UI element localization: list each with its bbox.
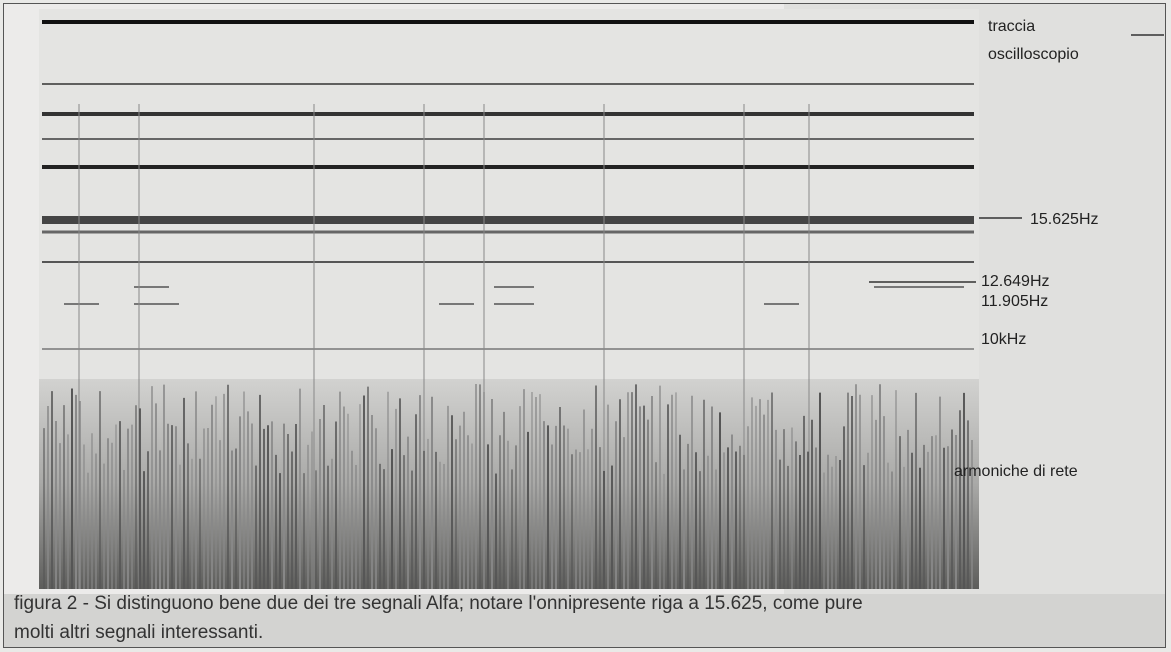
label: 12.649Hz: [981, 273, 1050, 290]
caption-line: figura 2 - Si distinguono bene due dei t…: [14, 593, 863, 614]
label: 15.625Hz: [1030, 211, 1099, 228]
figure-frame: traccia oscilloscopio 15.625Hz 12.649Hz …: [3, 3, 1166, 648]
label: 11.905Hz: [981, 293, 1048, 310]
label: 10kHz: [981, 331, 1026, 348]
label: traccia: [988, 18, 1035, 35]
label: oscilloscopio: [988, 46, 1079, 63]
caption-band: [4, 594, 1165, 647]
caption-line: molti altri segnali interessanti.: [14, 622, 263, 643]
figure: traccia oscilloscopio 15.625Hz 12.649Hz …: [4, 4, 1165, 647]
spectrogram-lines: [42, 20, 974, 589]
label: armoniche di rete: [954, 463, 1078, 480]
